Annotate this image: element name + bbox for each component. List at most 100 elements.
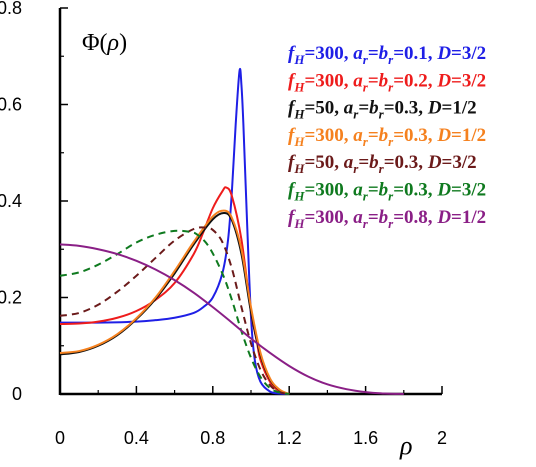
series-line-1: [59, 68, 290, 395]
legend-value: =1/2: [442, 98, 477, 119]
legend-subscript: H: [293, 189, 305, 204]
series-line-2: [59, 186, 290, 395]
legend-var: a: [353, 70, 363, 91]
legend-var: D: [427, 152, 442, 173]
legend-var: f: [288, 98, 296, 119]
legend-subscript: r: [388, 134, 394, 149]
legend-var: b: [369, 98, 379, 119]
legend-entry-3: fH=50, ar=br=0.3, D=1/2: [288, 98, 477, 122]
legend-value: =50,: [304, 152, 343, 173]
legend-var: f: [288, 43, 296, 64]
ticks: 0 0.4 0.8 1.2 1.6 2 0 0.2 0.4 0.6 0.8: [0, 0, 447, 448]
legend-value: =300,: [304, 70, 353, 91]
series-line-5: [59, 226, 290, 395]
legend-subscript: H: [293, 134, 305, 149]
legend-value: =1/2: [451, 207, 486, 228]
legend-var: b: [379, 43, 389, 64]
y-tick-label: 0.6: [0, 95, 22, 115]
legend-subscript: H: [293, 216, 305, 231]
legend-value: =0.3,: [393, 125, 437, 146]
legend-value: =0.1,: [393, 43, 437, 64]
x-tick-label: 1.6: [353, 428, 378, 448]
legend-value: =50,: [304, 98, 343, 119]
legend-var: b: [379, 125, 389, 146]
legend-var: b: [379, 180, 389, 201]
legend-var: D: [427, 98, 442, 119]
legend-subscript: r: [363, 134, 369, 149]
legend-entry-5: fH=50, ar=br=0.3, D=3/2: [288, 152, 477, 176]
legend-var: D: [436, 180, 451, 201]
legend-var: f: [288, 207, 296, 228]
legend-subscript: r: [379, 161, 385, 176]
legend-subscript: r: [353, 107, 359, 122]
y-tick-label: 0: [12, 384, 22, 404]
legend-var: D: [436, 207, 451, 228]
legend-subscript: H: [293, 52, 305, 67]
legend-subscript: r: [363, 216, 369, 231]
series-lines: [59, 68, 404, 395]
legend-subscript: r: [379, 107, 385, 122]
legend-entry-4: fH=300, ar=br=0.3, D=1/2: [288, 125, 486, 149]
x-axis-label: ρ: [399, 431, 412, 460]
series-line-6: [59, 229, 290, 395]
legend-value: =3/2: [451, 43, 486, 64]
legend-var: a: [353, 180, 363, 201]
legend-value: =: [368, 180, 379, 201]
legend-var: a: [353, 43, 363, 64]
legend-value: =300,: [304, 207, 353, 228]
axes: [58, 8, 442, 396]
legend-value: =0.8,: [393, 207, 437, 228]
legend-var: b: [379, 207, 389, 228]
chart-title: Φ(ρ): [82, 30, 127, 56]
legend-value: =: [368, 43, 379, 64]
legend-value: =3/2: [451, 70, 486, 91]
legend-var: f: [288, 180, 296, 201]
legend-value: =0.2,: [393, 70, 437, 91]
legend-entry-1: fH=300, ar=br=0.1, D=3/2: [288, 43, 486, 67]
legend: fH=300, ar=br=0.1, D=3/2fH=300, ar=br=0.…: [288, 43, 486, 231]
legend-value: =300,: [304, 43, 353, 64]
legend-entry-2: fH=300, ar=br=0.2, D=3/2: [288, 70, 486, 94]
legend-var: D: [436, 43, 451, 64]
legend-value: =3/2: [451, 180, 486, 201]
legend-var: a: [344, 98, 354, 119]
legend-var: a: [344, 152, 354, 173]
x-tick-label: 0: [55, 428, 65, 448]
legend-subscript: r: [363, 52, 369, 67]
legend-var: f: [288, 152, 296, 173]
legend-value: =: [368, 207, 379, 228]
legend-var: b: [379, 70, 389, 91]
legend-value: =: [358, 98, 369, 119]
legend-value: =300,: [304, 125, 353, 146]
legend-subscript: r: [353, 161, 359, 176]
legend-value: =0.3,: [393, 180, 437, 201]
legend-var: D: [436, 125, 451, 146]
x-tick-label: 0.4: [124, 428, 149, 448]
legend-var: a: [353, 207, 363, 228]
series-line-7: [59, 243, 404, 395]
legend-subscript: r: [388, 79, 394, 94]
legend-var: D: [436, 70, 451, 91]
legend-subscript: H: [293, 107, 305, 122]
legend-value: =: [368, 70, 379, 91]
y-tick-label: 0.2: [0, 288, 22, 308]
legend-subscript: H: [293, 79, 305, 94]
legend-entry-7: fH=300, ar=br=0.8, D=1/2: [288, 207, 486, 231]
x-tick-label: 0.8: [200, 428, 225, 448]
legend-subscript: r: [388, 189, 394, 204]
legend-subscript: r: [363, 79, 369, 94]
legend-var: f: [288, 70, 296, 91]
legend-var: f: [288, 125, 296, 146]
legend-subscript: r: [388, 216, 394, 231]
legend-subscript: r: [363, 189, 369, 204]
legend-entry-6: fH=300, ar=br=0.3, D=3/2: [288, 180, 486, 204]
legend-var: b: [369, 152, 379, 173]
y-tick-label: 0.4: [0, 191, 22, 211]
legend-value: =0.3,: [384, 98, 428, 119]
legend-value: =0.3,: [384, 152, 428, 173]
legend-value: =3/2: [442, 152, 477, 173]
x-tick-label: 2: [437, 428, 447, 448]
series-line-4: [59, 209, 290, 395]
legend-subscript: H: [293, 161, 305, 176]
